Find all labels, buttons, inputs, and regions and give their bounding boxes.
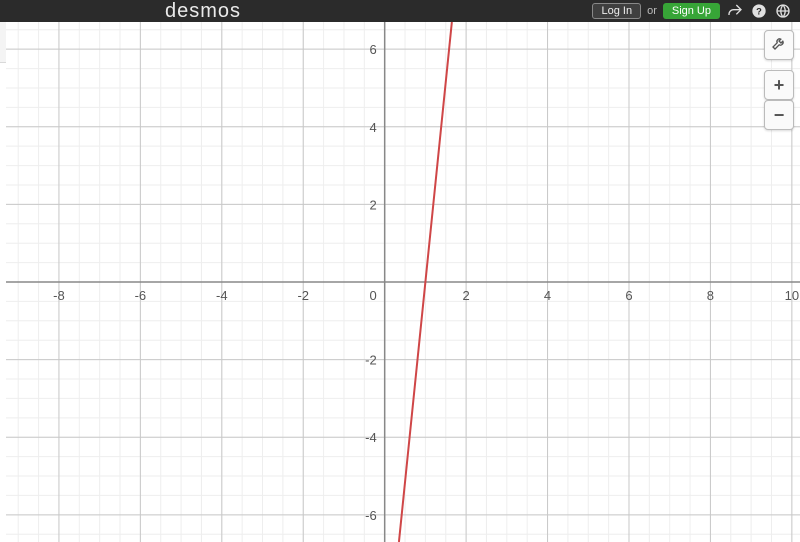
svg-text:?: ? bbox=[756, 6, 762, 16]
zoom-out-button[interactable]: − bbox=[764, 100, 794, 130]
svg-text:-4: -4 bbox=[216, 288, 228, 303]
help-icon[interactable]: ? bbox=[750, 2, 768, 20]
svg-text:-8: -8 bbox=[53, 288, 65, 303]
svg-text:8: 8 bbox=[707, 288, 714, 303]
header-bar: desmos Log In or Sign Up ? bbox=[0, 0, 800, 22]
svg-text:-6: -6 bbox=[135, 288, 147, 303]
svg-text:6: 6 bbox=[625, 288, 632, 303]
svg-text:2: 2 bbox=[462, 288, 469, 303]
svg-text:4: 4 bbox=[369, 120, 376, 135]
coordinate-plane: -8 -6 -4 -2 2 4 6 8 10 -6 -4 -2 2 4 6 0 bbox=[6, 22, 800, 542]
wrench-icon bbox=[771, 35, 787, 56]
desmos-logo[interactable]: desmos bbox=[165, 0, 241, 22]
svg-text:-4: -4 bbox=[365, 430, 377, 445]
svg-text:4: 4 bbox=[544, 288, 551, 303]
svg-text:-2: -2 bbox=[365, 353, 377, 368]
svg-text:10: 10 bbox=[785, 288, 799, 303]
svg-text:2: 2 bbox=[369, 197, 376, 212]
zoom-in-button[interactable]: + bbox=[764, 70, 794, 100]
svg-text:-2: -2 bbox=[297, 288, 309, 303]
graph-area[interactable]: -8 -6 -4 -2 2 4 6 8 10 -6 -4 -2 2 4 6 0 bbox=[6, 22, 800, 542]
settings-button[interactable] bbox=[764, 30, 794, 60]
plus-icon: + bbox=[774, 75, 785, 96]
svg-text:6: 6 bbox=[369, 42, 376, 57]
header-right-group: Log In or Sign Up ? bbox=[592, 0, 800, 22]
language-icon[interactable] bbox=[774, 2, 792, 20]
svg-text:-6: -6 bbox=[365, 508, 377, 523]
minus-icon: − bbox=[774, 105, 785, 126]
or-label: or bbox=[647, 5, 657, 17]
share-icon[interactable] bbox=[726, 2, 744, 20]
signup-button[interactable]: Sign Up bbox=[663, 3, 720, 19]
login-button[interactable]: Log In bbox=[592, 3, 641, 19]
svg-text:0: 0 bbox=[369, 288, 376, 303]
